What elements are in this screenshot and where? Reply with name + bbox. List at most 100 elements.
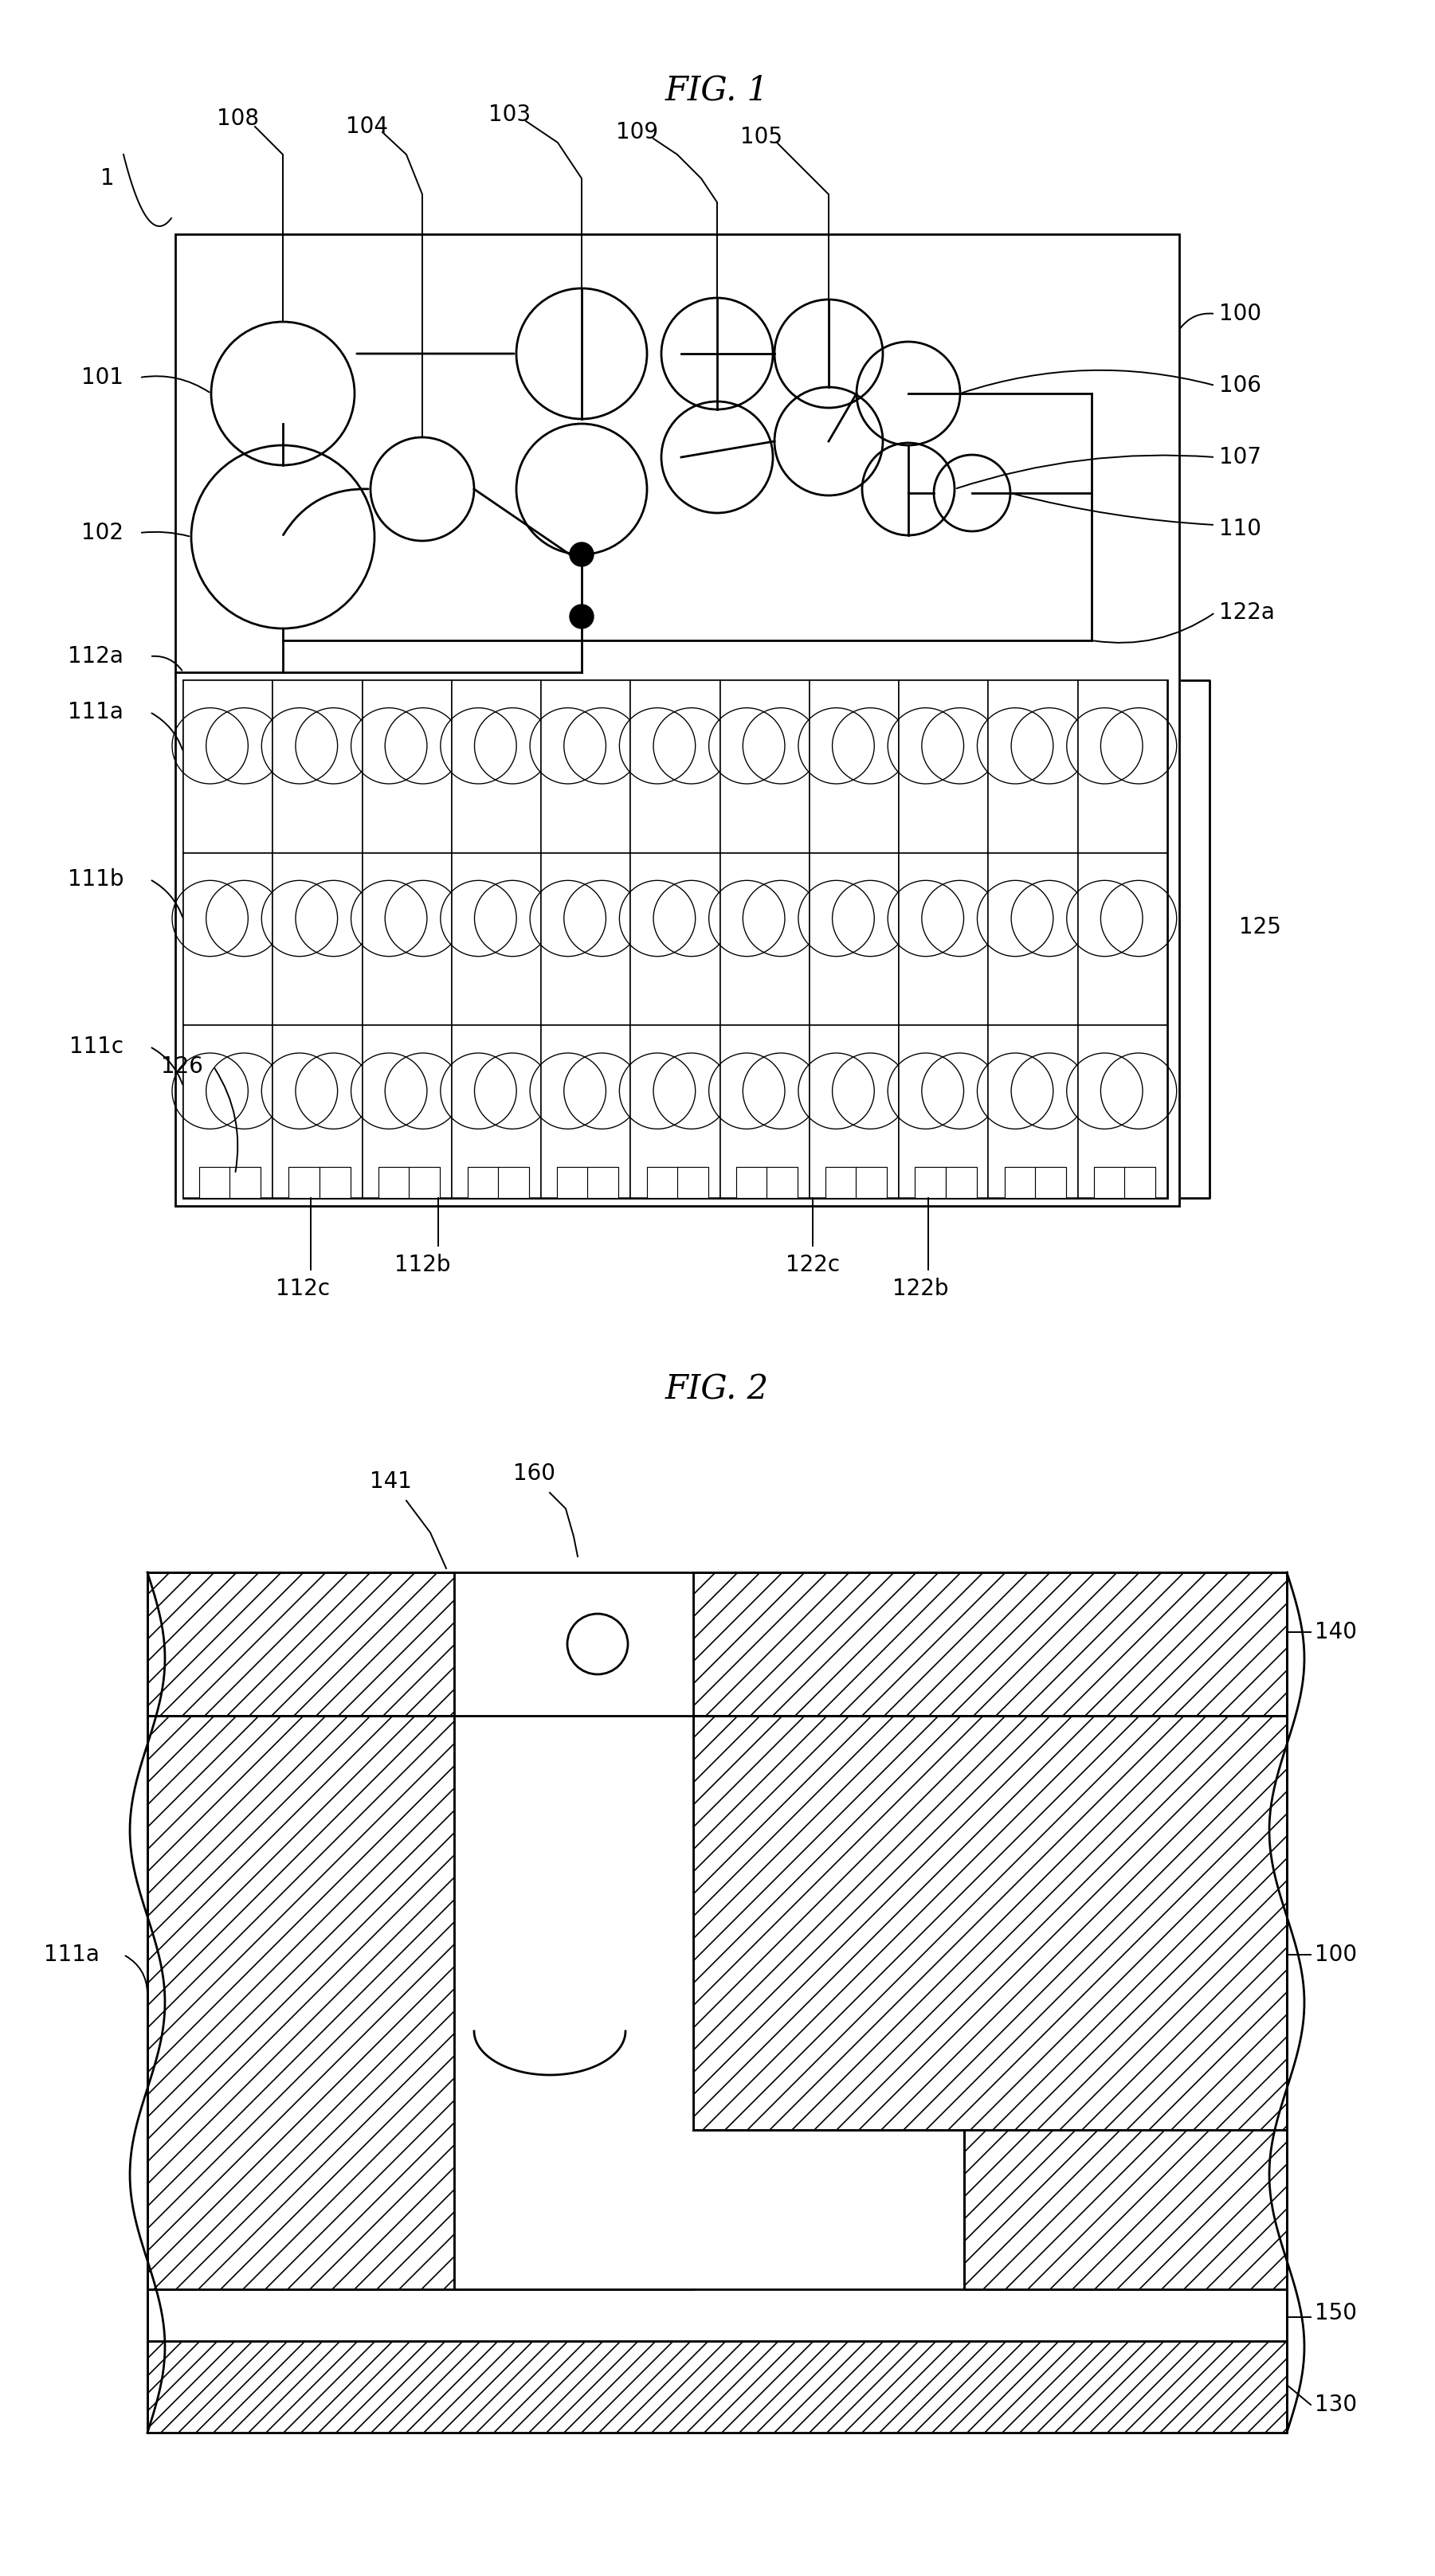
Text: 104: 104 — [346, 116, 387, 137]
Text: 100: 100 — [1220, 304, 1261, 325]
Bar — [647, 1167, 677, 1198]
Bar — [825, 1167, 857, 1198]
Text: 105: 105 — [740, 126, 782, 149]
Bar — [693, 1571, 1287, 1716]
Bar — [453, 1571, 693, 1716]
Bar — [989, 1025, 1078, 1198]
Bar — [630, 853, 720, 1025]
Circle shape — [570, 605, 594, 629]
Bar — [1078, 1025, 1167, 1198]
Bar — [148, 2342, 1287, 2432]
Bar — [1125, 1167, 1155, 1198]
Bar — [199, 1167, 231, 1198]
Text: 111c: 111c — [69, 1036, 123, 1059]
Text: 108: 108 — [217, 108, 258, 129]
Bar — [362, 853, 452, 1025]
Bar — [720, 853, 809, 1025]
Bar — [677, 1167, 707, 1198]
Bar — [452, 1025, 541, 1198]
Bar — [557, 1167, 588, 1198]
Bar — [1093, 1167, 1125, 1198]
Text: 100: 100 — [1314, 1942, 1358, 1965]
Text: 1: 1 — [100, 167, 115, 191]
Text: 107: 107 — [1220, 446, 1261, 469]
Bar — [736, 1167, 768, 1198]
Text: 126: 126 — [161, 1056, 204, 1077]
Bar — [898, 853, 989, 1025]
Bar — [809, 853, 898, 1025]
Bar — [720, 680, 809, 853]
Bar — [541, 853, 630, 1025]
Bar — [630, 1025, 720, 1198]
Circle shape — [570, 544, 594, 567]
Text: 122a: 122a — [1220, 600, 1274, 623]
Bar — [946, 1167, 976, 1198]
Bar — [175, 234, 1180, 1206]
Text: 130: 130 — [1314, 2393, 1358, 2416]
Bar — [148, 2290, 1287, 2342]
Bar — [468, 1167, 499, 1198]
Text: 141: 141 — [369, 1471, 412, 1492]
Bar — [273, 853, 362, 1025]
Bar — [766, 1167, 798, 1198]
Text: 106: 106 — [1220, 374, 1261, 397]
Bar — [148, 1716, 453, 2290]
Text: 160: 160 — [512, 1463, 555, 1484]
Text: 102: 102 — [82, 523, 123, 544]
Bar — [989, 680, 1078, 853]
Bar — [184, 680, 273, 853]
Text: 122b: 122b — [893, 1278, 949, 1301]
Bar — [541, 1025, 630, 1198]
Bar — [184, 680, 1167, 1198]
Text: FIG. 1: FIG. 1 — [666, 75, 769, 108]
Bar — [409, 1167, 439, 1198]
Bar — [498, 1167, 530, 1198]
Bar — [1004, 1167, 1036, 1198]
Bar — [184, 853, 273, 1025]
Text: 103: 103 — [489, 103, 531, 126]
Bar — [630, 680, 720, 853]
Bar — [362, 680, 452, 853]
Text: 111b: 111b — [67, 868, 123, 891]
Text: 112c: 112c — [276, 1278, 330, 1301]
Bar — [898, 1025, 989, 1198]
Text: 112b: 112b — [395, 1255, 451, 1275]
Text: 125: 125 — [1238, 917, 1281, 938]
Bar — [362, 1025, 452, 1198]
Bar — [809, 1025, 898, 1198]
Bar — [184, 1025, 273, 1198]
Text: 101: 101 — [82, 366, 123, 389]
Bar — [964, 2130, 1287, 2290]
Bar — [809, 680, 898, 853]
Bar — [148, 1571, 453, 1716]
Text: 150: 150 — [1314, 2303, 1358, 2324]
Bar — [587, 1167, 618, 1198]
Bar — [693, 1716, 1287, 2130]
Text: 111a: 111a — [67, 701, 123, 724]
Bar — [453, 1716, 693, 2290]
Bar — [1035, 1167, 1066, 1198]
Bar — [855, 1167, 887, 1198]
Bar — [452, 853, 541, 1025]
Text: 109: 109 — [616, 121, 659, 144]
Text: 111a: 111a — [44, 1942, 99, 1965]
Bar — [1078, 853, 1167, 1025]
Bar — [230, 1167, 261, 1198]
Bar — [319, 1167, 350, 1198]
Text: 112a: 112a — [67, 644, 123, 667]
Bar — [273, 1025, 362, 1198]
Bar — [379, 1167, 409, 1198]
Bar — [898, 680, 989, 853]
Bar — [288, 1167, 320, 1198]
Text: 122c: 122c — [785, 1255, 839, 1275]
Bar — [1078, 680, 1167, 853]
Text: 140: 140 — [1314, 1620, 1358, 1643]
Bar — [541, 680, 630, 853]
Bar — [273, 680, 362, 853]
Bar — [916, 1167, 946, 1198]
Bar — [720, 1025, 809, 1198]
Bar — [989, 853, 1078, 1025]
Bar — [452, 680, 541, 853]
Text: 110: 110 — [1220, 518, 1261, 541]
Text: FIG. 2: FIG. 2 — [666, 1373, 769, 1406]
